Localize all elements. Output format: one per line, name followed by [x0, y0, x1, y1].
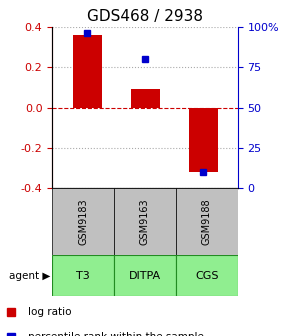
Text: percentile rank within the sample: percentile rank within the sample	[28, 332, 204, 336]
Text: GSM9163: GSM9163	[140, 199, 150, 245]
FancyBboxPatch shape	[52, 188, 114, 255]
Text: log ratio: log ratio	[28, 307, 72, 317]
Text: DITPA: DITPA	[129, 270, 161, 281]
Text: agent ▶: agent ▶	[9, 270, 50, 281]
FancyBboxPatch shape	[52, 255, 114, 296]
FancyBboxPatch shape	[114, 255, 176, 296]
Bar	[72, 35, 102, 108]
Text: CGS: CGS	[195, 270, 219, 281]
Bar	[130, 89, 160, 108]
Text: GSM9183: GSM9183	[78, 199, 88, 245]
Title: GDS468 / 2938: GDS468 / 2938	[87, 9, 203, 24]
Text: T3: T3	[76, 270, 90, 281]
FancyBboxPatch shape	[176, 188, 238, 255]
FancyBboxPatch shape	[176, 255, 238, 296]
FancyBboxPatch shape	[114, 188, 176, 255]
Bar	[188, 108, 218, 172]
Text: GSM9188: GSM9188	[202, 199, 212, 245]
